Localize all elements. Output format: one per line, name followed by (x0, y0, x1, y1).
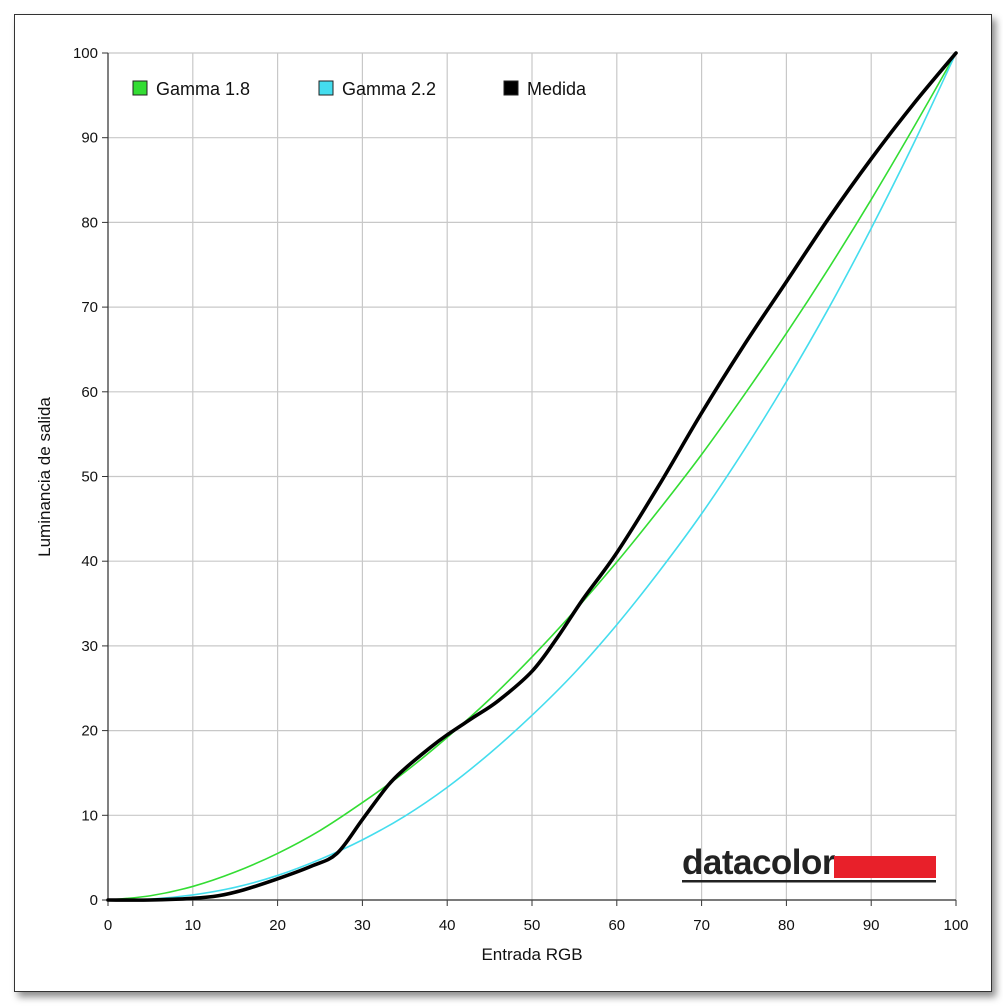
x-tick-label: 0 (104, 917, 112, 934)
series-line-gamma-1-8 (107, 52, 957, 901)
series-line-medida (106, 51, 958, 902)
datacolor-logo: datacolor (682, 843, 936, 883)
x-tick-label: 20 (269, 917, 286, 934)
x-tick-label: 80 (778, 917, 795, 934)
x-tick-label: 70 (693, 917, 710, 934)
grid (102, 52, 957, 906)
y-tick-label: 100 (73, 45, 98, 62)
tick-labels: 0 10 20 30 40 50 60 70 80 90 100 0 10 20 30 40 50 60 70 80 9… (73, 45, 969, 934)
y-tick-label: 0 (90, 892, 98, 909)
x-tick-label: 40 (439, 917, 456, 934)
legend-label: Medida (527, 79, 587, 99)
legend-label: Gamma 1.8 (156, 79, 250, 99)
legend-swatch (503, 80, 519, 96)
legend-swatch (318, 80, 334, 96)
y-tick-label: 20 (81, 723, 98, 740)
y-tick-label: 10 (81, 807, 98, 824)
logo-bar (834, 856, 936, 878)
x-tick-label: 10 (184, 917, 201, 934)
y-tick-label: 80 (81, 214, 98, 231)
series-lines (106, 51, 958, 902)
legend-swatch (132, 80, 148, 96)
y-tick-label: 90 (81, 130, 98, 147)
y-tick-label: 50 (81, 469, 98, 486)
y-tick-label: 30 (81, 638, 98, 655)
series-line-gamma-2-2 (107, 52, 957, 901)
x-tick-label: 50 (524, 917, 541, 934)
x-axis-title: Entrada RGB (481, 945, 582, 964)
logo-underline (682, 880, 936, 883)
logo-text: datacolor (682, 843, 836, 882)
x-tick-label: 100 (943, 917, 968, 934)
chart-frame (14, 14, 992, 992)
y-tick-label: 60 (81, 384, 98, 401)
y-tick-label: 40 (81, 553, 98, 570)
y-tick-label: 70 (81, 299, 98, 316)
legend-label: Gamma 2.2 (342, 79, 436, 99)
x-tick-label: 30 (354, 917, 371, 934)
x-tick-label: 90 (863, 917, 880, 934)
legend: Gamma 1.8 Gamma 2.2 Medida (132, 79, 587, 99)
plot-border (107, 53, 956, 901)
x-tick-label: 60 (608, 917, 625, 934)
y-axis-title: Luminancia de salida (35, 397, 54, 557)
